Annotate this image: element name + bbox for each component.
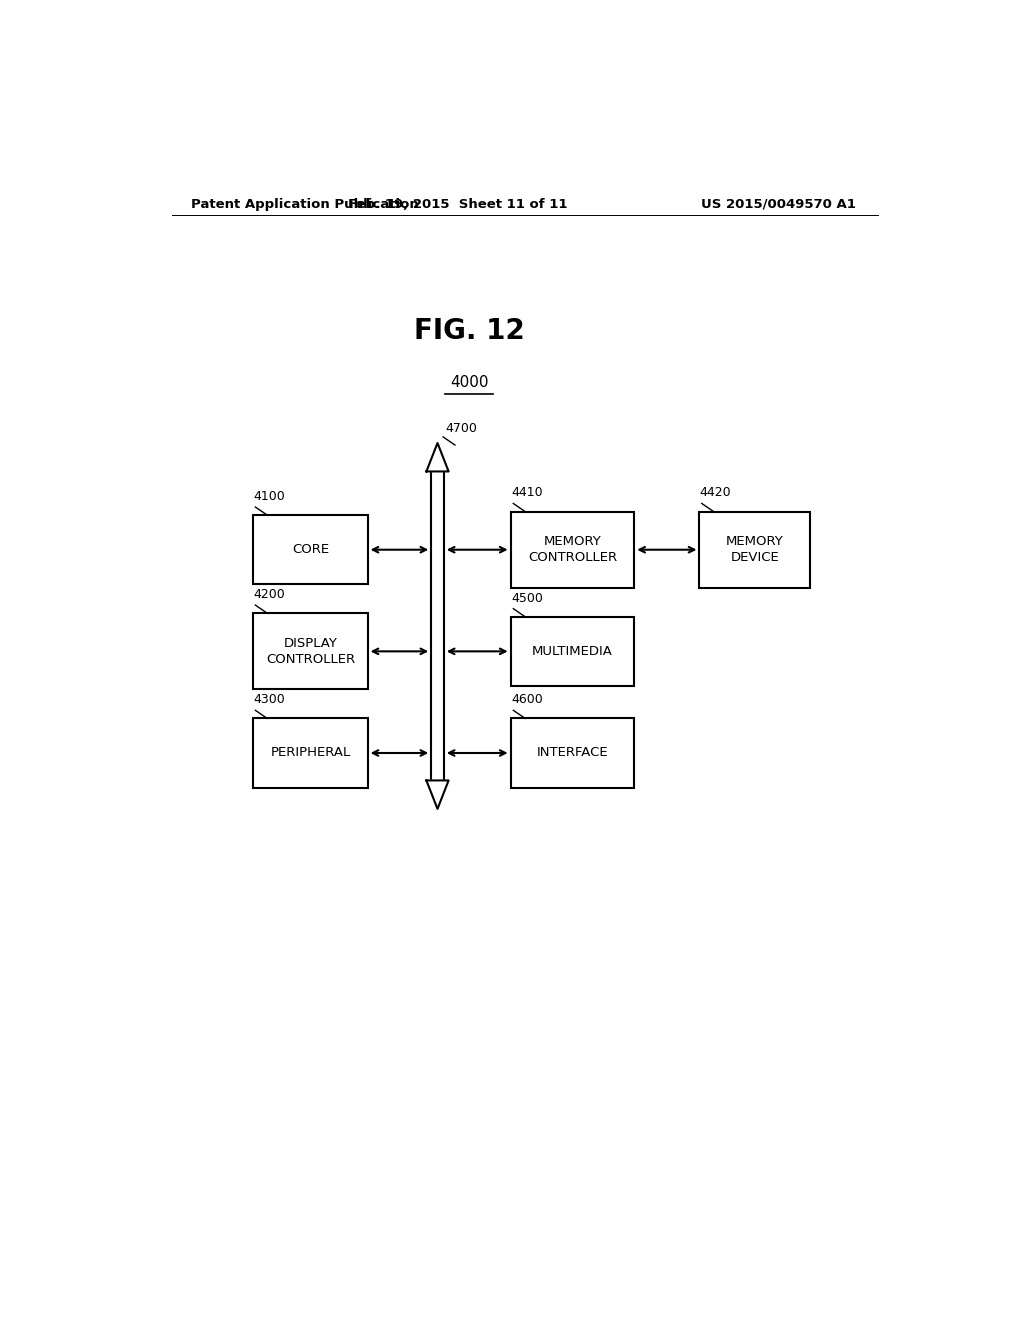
Polygon shape — [426, 444, 449, 471]
Text: 4200: 4200 — [253, 587, 285, 601]
Bar — [511, 616, 634, 686]
Text: INTERFACE: INTERFACE — [537, 747, 608, 759]
Bar — [699, 512, 811, 587]
Bar — [253, 718, 368, 788]
Text: Patent Application Publication: Patent Application Publication — [191, 198, 419, 211]
Text: 4000: 4000 — [450, 375, 488, 389]
Text: 4100: 4100 — [253, 490, 285, 503]
Text: 4600: 4600 — [511, 693, 543, 706]
Bar — [511, 718, 634, 788]
Text: 4410: 4410 — [511, 486, 543, 499]
Bar — [253, 614, 368, 689]
Text: PERIPHERAL: PERIPHERAL — [270, 747, 350, 759]
Polygon shape — [426, 780, 449, 809]
Text: 4500: 4500 — [511, 591, 543, 605]
Text: Feb. 19, 2015  Sheet 11 of 11: Feb. 19, 2015 Sheet 11 of 11 — [347, 198, 567, 211]
Text: US 2015/0049570 A1: US 2015/0049570 A1 — [701, 198, 856, 211]
Bar — [253, 515, 368, 585]
Text: 4300: 4300 — [253, 693, 285, 706]
Text: MEMORY
DEVICE: MEMORY DEVICE — [726, 535, 783, 564]
Bar — [511, 512, 634, 587]
Text: CORE: CORE — [292, 544, 329, 556]
Text: MULTIMEDIA: MULTIMEDIA — [532, 645, 612, 657]
Text: DISPLAY
CONTROLLER: DISPLAY CONTROLLER — [266, 636, 355, 665]
Text: 4700: 4700 — [445, 422, 477, 434]
Text: 4420: 4420 — [699, 486, 731, 499]
Text: MEMORY
CONTROLLER: MEMORY CONTROLLER — [527, 535, 617, 564]
Text: FIG. 12: FIG. 12 — [414, 317, 524, 346]
